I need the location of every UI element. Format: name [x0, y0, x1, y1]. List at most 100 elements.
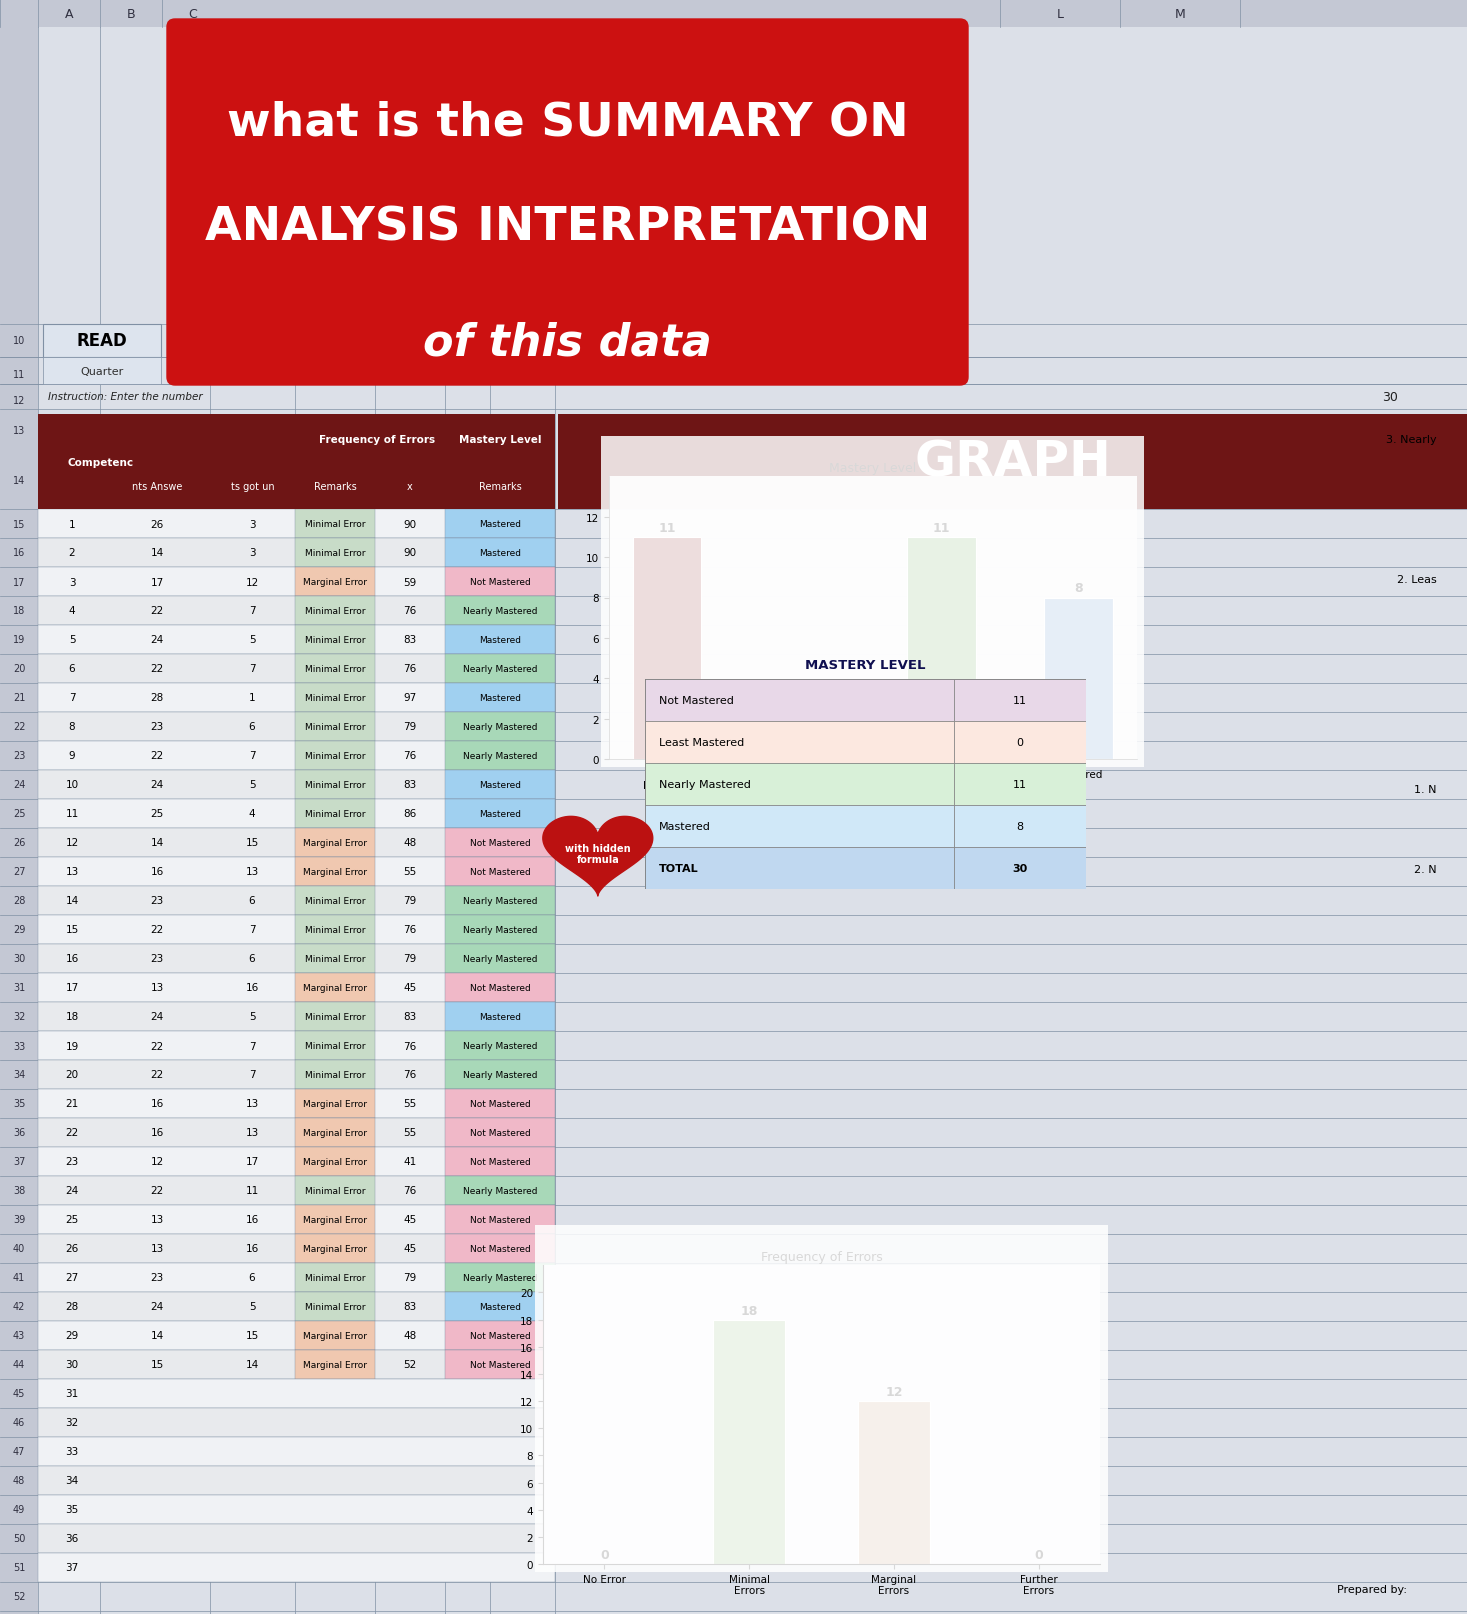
Text: 24: 24 [151, 1302, 164, 1312]
Bar [38, 799, 555, 828]
Text: Nearly Mastered: Nearly Mastered [462, 896, 537, 905]
Text: 41: 41 [13, 1273, 25, 1283]
Text: 14: 14 [66, 896, 79, 905]
Text: 13: 13 [245, 1128, 258, 1138]
Bar [295, 973, 376, 1002]
Text: Mastered: Mastered [480, 1012, 521, 1022]
Bar [645, 721, 954, 763]
Bar [38, 510, 555, 539]
Text: 15: 15 [245, 838, 258, 847]
Text: Not Mastered: Not Mastered [469, 1244, 531, 1252]
Text: 13: 13 [66, 867, 79, 876]
Text: ANALYSIS INTERPRETATION: ANALYSIS INTERPRETATION [205, 205, 930, 250]
Text: 28: 28 [13, 896, 25, 905]
Text: Remarks: Remarks [314, 483, 356, 492]
Text: of this data: of this data [422, 321, 711, 365]
Text: 1. N: 1. N [1414, 784, 1438, 794]
Text: 7: 7 [249, 925, 255, 935]
Text: 12: 12 [66, 838, 79, 847]
Text: GRAPH: GRAPH [914, 439, 1111, 486]
Text: 13: 13 [151, 1215, 164, 1225]
Text: L: L [1056, 8, 1064, 21]
Text: 22: 22 [151, 607, 164, 617]
Text: Minimal Error: Minimal Error [305, 549, 365, 558]
Text: 21: 21 [13, 692, 25, 704]
Bar [295, 539, 376, 568]
Bar [295, 1177, 376, 1206]
Text: 14: 14 [245, 1359, 258, 1370]
Text: 13: 13 [151, 983, 164, 993]
Text: Marginal Error: Marginal Error [304, 839, 367, 847]
Text: Competenc: Competenc [67, 457, 133, 466]
Text: 16: 16 [245, 1244, 258, 1254]
Text: Nearly Mastered: Nearly Mastered [659, 780, 751, 789]
Bar [954, 679, 1086, 721]
Text: 23: 23 [13, 751, 25, 762]
Text: Marginal Error: Marginal Error [304, 867, 367, 876]
Bar [38, 655, 555, 684]
Text: 32: 32 [13, 1012, 25, 1022]
Text: 0: 0 [1017, 738, 1022, 747]
Text: 37: 37 [66, 1562, 79, 1572]
Text: 20: 20 [66, 1070, 79, 1080]
Bar [907, 537, 976, 760]
Text: 18: 18 [13, 607, 25, 617]
Text: Mastered: Mastered [480, 694, 521, 702]
Bar [645, 805, 954, 847]
Bar [38, 1119, 555, 1148]
Bar [445, 1002, 555, 1031]
Bar [38, 626, 555, 655]
Text: Prepared by:: Prepared by: [1336, 1583, 1407, 1595]
Text: 24: 24 [13, 780, 25, 789]
Text: Mastered: Mastered [480, 520, 521, 529]
Text: 7: 7 [249, 663, 255, 675]
Bar [38, 597, 555, 626]
Text: 26: 26 [13, 838, 25, 847]
Text: 11: 11 [1012, 780, 1027, 789]
Text: 16: 16 [13, 549, 25, 558]
Text: Not Mastered: Not Mastered [469, 983, 531, 993]
Bar [295, 1235, 376, 1264]
Bar [445, 973, 555, 1002]
Bar [38, 1089, 555, 1119]
Text: Not Mastered: Not Mastered [469, 1332, 531, 1340]
Text: Mastered: Mastered [659, 822, 710, 831]
Text: 23: 23 [66, 1157, 79, 1167]
Bar [295, 626, 376, 655]
Bar [445, 539, 555, 568]
Text: 6: 6 [69, 663, 75, 675]
Text: Minimal Error: Minimal Error [305, 1273, 365, 1282]
Text: 10: 10 [66, 780, 79, 789]
Text: 16: 16 [151, 1128, 164, 1138]
Bar [445, 944, 555, 973]
Bar [38, 1351, 555, 1378]
Text: Frequency of Errors: Frequency of Errors [320, 434, 436, 445]
Text: 17: 17 [66, 983, 79, 993]
Title: Mastery Level: Mastery Level [829, 462, 917, 475]
Text: 14: 14 [151, 549, 164, 558]
Text: 76: 76 [403, 1041, 417, 1051]
Bar [445, 828, 555, 857]
Bar [445, 415, 555, 465]
Text: 55: 55 [403, 1099, 417, 1109]
Bar [295, 886, 376, 915]
Text: 6: 6 [249, 1273, 255, 1283]
Bar [295, 1089, 376, 1119]
Text: Nearly Mastered: Nearly Mastered [462, 752, 537, 760]
Text: 76: 76 [403, 663, 417, 675]
Text: 42: 42 [13, 1302, 25, 1312]
Bar [295, 712, 376, 741]
Text: Marginal Error: Marginal Error [304, 1332, 367, 1340]
Text: Nearly Mastered: Nearly Mastered [462, 665, 537, 673]
Text: Marginal Error: Marginal Error [304, 983, 367, 993]
Bar [38, 1060, 555, 1089]
Bar [0, 0, 1467, 27]
Text: 6: 6 [249, 954, 255, 964]
Bar [38, 770, 555, 799]
Text: 36: 36 [13, 1128, 25, 1138]
Bar [38, 1524, 555, 1553]
Text: 15: 15 [13, 520, 25, 529]
Text: 30: 30 [66, 1359, 79, 1370]
Text: 36: 36 [66, 1533, 79, 1543]
Text: 79: 79 [403, 954, 417, 964]
